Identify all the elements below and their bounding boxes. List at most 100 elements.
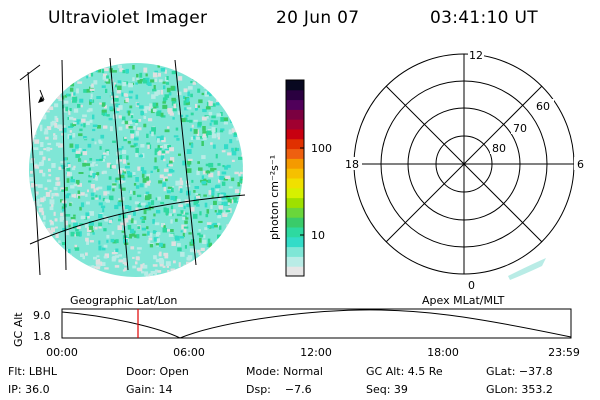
- map-speckle: [172, 117, 175, 120]
- map-speckle: [204, 91, 208, 95]
- map-speckle: [118, 105, 123, 110]
- map-speckle: [231, 151, 237, 156]
- map-speckle: [200, 247, 205, 251]
- map-speckle: [223, 122, 228, 125]
- map-speckle: [95, 176, 98, 181]
- map-speckle: [60, 216, 64, 220]
- map-speckle: [189, 207, 195, 212]
- map-speckle: [211, 193, 214, 199]
- map-speckle: [202, 234, 206, 239]
- y-tick-9: 9.0: [33, 309, 51, 322]
- map-speckle: [175, 218, 178, 222]
- label-bg: [574, 157, 588, 170]
- map-speckle: [178, 153, 181, 156]
- map-speckle: [164, 255, 169, 259]
- map-speckle: [164, 97, 168, 101]
- map-speckle: [88, 167, 91, 171]
- map-speckle: [164, 129, 170, 133]
- map-speckle: [117, 148, 123, 151]
- map-speckle: [208, 242, 212, 248]
- map-speckle: [153, 213, 156, 217]
- map-speckle: [132, 256, 135, 259]
- map-speckle: [127, 141, 131, 144]
- map-speckle: [193, 129, 198, 134]
- map-speckle: [170, 205, 174, 210]
- map-speckle: [43, 148, 47, 151]
- lon-line: [174, 59, 197, 266]
- map-speckle: [112, 70, 117, 73]
- map-speckle: [90, 192, 95, 197]
- map-speckle: [82, 162, 86, 167]
- map-speckle: [42, 156, 46, 161]
- map-speckle: [68, 248, 71, 253]
- map-speckle: [213, 200, 217, 205]
- map-speckle: [171, 97, 176, 102]
- map-speckle: [64, 94, 68, 98]
- colorbar-segment: [286, 197, 304, 208]
- map-speckle: [183, 229, 187, 233]
- map-speckle: [146, 176, 150, 181]
- map-speckle: [80, 124, 83, 127]
- map-speckle: [135, 131, 139, 136]
- map-speckle: [92, 128, 96, 132]
- map-speckle: [205, 106, 211, 110]
- map-speckle: [155, 197, 159, 201]
- map-speckle: [86, 201, 90, 205]
- map-speckle: [177, 247, 182, 252]
- map-speckle: [189, 119, 193, 123]
- map-speckle: [100, 134, 105, 139]
- map-speckle: [75, 231, 80, 237]
- info-mode: Mode: Normal: [246, 365, 323, 378]
- map-speckle: [207, 179, 211, 183]
- map-speckle: [183, 226, 189, 229]
- map-speckle: [89, 211, 94, 216]
- map-speckle: [209, 122, 212, 126]
- map-speckle: [168, 168, 173, 173]
- map-speckle: [128, 83, 133, 88]
- map-speckle: [116, 88, 121, 94]
- map-speckle: [184, 117, 188, 122]
- map-speckle: [80, 253, 84, 257]
- map-speckle: [176, 213, 182, 217]
- map-speckle: [60, 212, 64, 217]
- map-speckle: [68, 172, 72, 177]
- map-speckle: [153, 85, 156, 90]
- map-speckle: [208, 162, 214, 168]
- map-speckle: [154, 166, 159, 169]
- map-speckle: [206, 115, 209, 119]
- map-speckle: [47, 142, 52, 145]
- map-speckle: [124, 267, 127, 271]
- map-speckle: [166, 87, 171, 93]
- map-speckle: [88, 72, 91, 77]
- map-speckle: [83, 135, 87, 139]
- map-speckle: [218, 208, 223, 214]
- map-speckle: [122, 70, 126, 74]
- map-speckle: [103, 111, 107, 116]
- map-speckle: [89, 86, 94, 91]
- map-speckle: [35, 191, 39, 195]
- map-speckle: [95, 197, 99, 200]
- time-label: 03:41:10 UT: [430, 8, 538, 28]
- map-speckle: [186, 202, 191, 208]
- map-speckle: [89, 99, 92, 102]
- map-speckle: [124, 262, 128, 266]
- map-speckle: [155, 233, 160, 237]
- map-speckle: [139, 183, 144, 188]
- map-speckle: [162, 101, 166, 104]
- label-bg: [490, 141, 510, 154]
- map-speckle: [207, 224, 211, 229]
- map-speckle: [135, 120, 138, 126]
- map-speckle: [208, 111, 213, 116]
- map-speckle: [121, 187, 126, 191]
- map-speckle: [170, 229, 174, 232]
- map-speckle: [201, 175, 204, 180]
- map-speckle: [218, 197, 222, 202]
- map-speckle: [66, 93, 69, 96]
- map-speckle: [127, 215, 132, 220]
- map-speckle: [187, 91, 190, 97]
- map-speckle: [129, 196, 132, 201]
- map-speckle: [134, 119, 139, 123]
- map-speckle: [193, 119, 198, 122]
- map-speckle: [157, 90, 161, 95]
- map-speckle: [66, 178, 70, 183]
